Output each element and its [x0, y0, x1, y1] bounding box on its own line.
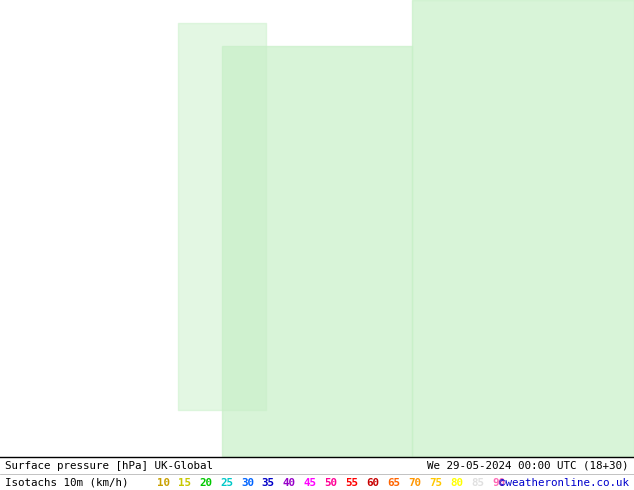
Text: Isotachs 10m (km/h): Isotachs 10m (km/h)	[5, 478, 129, 488]
Text: 55: 55	[346, 478, 359, 488]
Text: 70: 70	[408, 478, 422, 488]
Text: 10: 10	[157, 478, 171, 488]
Text: Surface pressure [hPa] UK-Global: Surface pressure [hPa] UK-Global	[5, 461, 213, 470]
Text: 40: 40	[283, 478, 296, 488]
Text: 45: 45	[304, 478, 317, 488]
Text: 25: 25	[220, 478, 233, 488]
Text: 35: 35	[262, 478, 275, 488]
Text: We 29-05-2024 00:00 UTC (18+30): We 29-05-2024 00:00 UTC (18+30)	[427, 461, 629, 470]
Text: 20: 20	[199, 478, 212, 488]
Text: 90: 90	[492, 478, 505, 488]
Text: 75: 75	[429, 478, 443, 488]
Text: 80: 80	[450, 478, 463, 488]
Text: 50: 50	[325, 478, 338, 488]
Text: 60: 60	[366, 478, 380, 488]
Text: 30: 30	[241, 478, 254, 488]
Text: 85: 85	[471, 478, 484, 488]
Text: ©weatheronline.co.uk: ©weatheronline.co.uk	[499, 478, 629, 488]
Text: 15: 15	[178, 478, 191, 488]
Text: 65: 65	[387, 478, 401, 488]
